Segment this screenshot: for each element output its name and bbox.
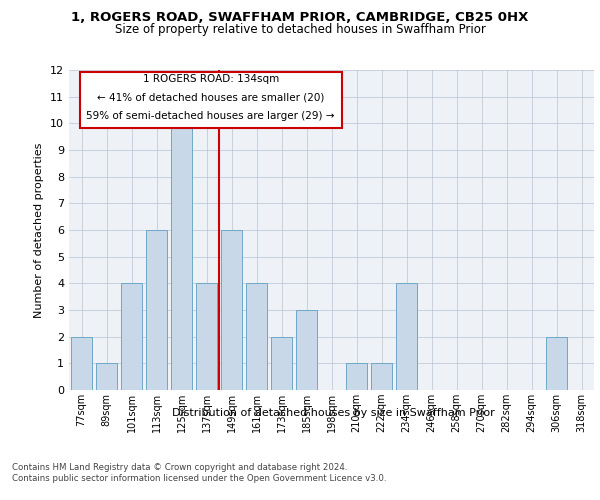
- Bar: [196, 284, 217, 390]
- Y-axis label: Number of detached properties: Number of detached properties: [34, 142, 44, 318]
- Text: 59% of semi-detached houses are larger (29) →: 59% of semi-detached houses are larger (…: [86, 110, 335, 120]
- Bar: [146, 230, 167, 390]
- Bar: [371, 364, 392, 390]
- Bar: [271, 336, 292, 390]
- Text: Size of property relative to detached houses in Swaffham Prior: Size of property relative to detached ho…: [115, 22, 485, 36]
- Text: 1, ROGERS ROAD, SWAFFHAM PRIOR, CAMBRIDGE, CB25 0HX: 1, ROGERS ROAD, SWAFFHAM PRIOR, CAMBRIDG…: [71, 11, 529, 24]
- Text: Contains HM Land Registry data © Crown copyright and database right 2024.: Contains HM Land Registry data © Crown c…: [12, 462, 347, 471]
- Text: ← 41% of detached houses are smaller (20): ← 41% of detached houses are smaller (20…: [97, 92, 325, 102]
- Bar: [546, 336, 567, 390]
- Bar: [96, 364, 117, 390]
- Text: Distribution of detached houses by size in Swaffham Prior: Distribution of detached houses by size …: [172, 408, 494, 418]
- Bar: [296, 310, 317, 390]
- Bar: [346, 364, 367, 390]
- Bar: [246, 284, 267, 390]
- Text: 1 ROGERS ROAD: 134sqm: 1 ROGERS ROAD: 134sqm: [143, 74, 279, 84]
- Bar: [121, 284, 142, 390]
- Text: Contains public sector information licensed under the Open Government Licence v3: Contains public sector information licen…: [12, 474, 386, 483]
- FancyBboxPatch shape: [79, 72, 342, 128]
- Bar: [396, 284, 417, 390]
- Bar: [171, 124, 192, 390]
- Bar: [71, 336, 92, 390]
- Bar: [221, 230, 242, 390]
